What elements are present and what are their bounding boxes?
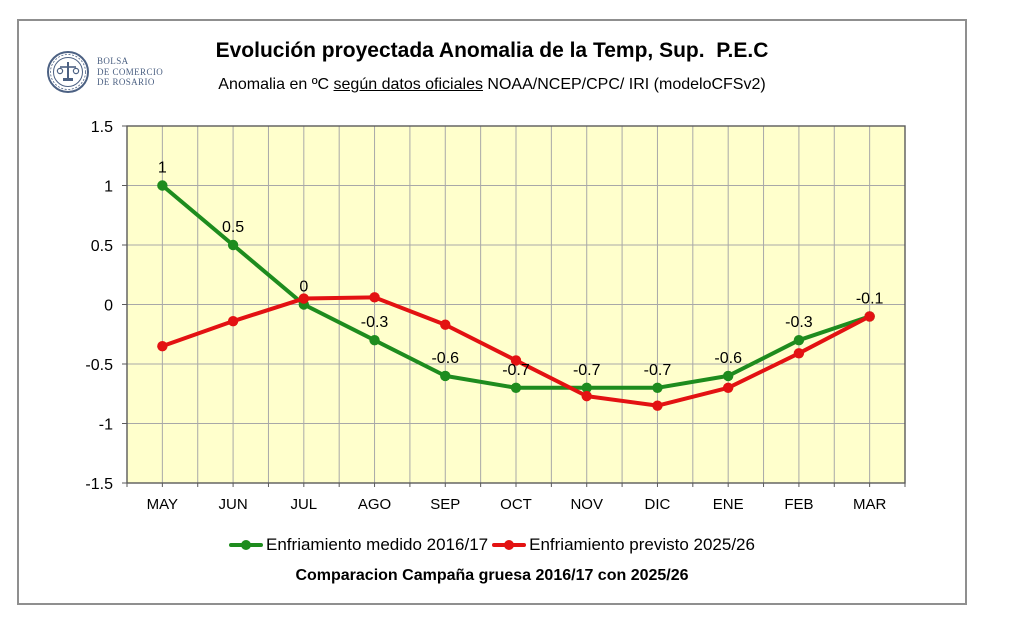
y-tick-label: 1	[104, 179, 113, 196]
data-label: -0.3	[361, 314, 389, 331]
chart-legend: Enfriamiento medido 2016/17 Enfriamiento…	[19, 535, 965, 555]
plot-border	[126, 125, 906, 484]
data-label: 0	[299, 279, 308, 296]
legend-item-medido: Enfriamiento medido 2016/17	[229, 535, 488, 555]
legend-key-medido-icon	[229, 539, 264, 551]
y-tick-label: 1.5	[91, 119, 113, 136]
data-point-marker	[510, 382, 522, 393]
data-label: -0.6	[431, 350, 459, 367]
chart-caption: Comparacion Campaña gruesa 2016/17 con 2…	[295, 567, 689, 584]
x-tick-label: JUN	[219, 496, 248, 513]
y-tick-label: 0	[104, 298, 113, 315]
bcr-logo-line-2: DE COMERCIO	[97, 66, 164, 77]
data-label: -0.1	[856, 290, 884, 307]
legend-key-previsto-icon	[492, 539, 527, 551]
x-tick-label: DIC	[645, 496, 671, 513]
data-point-marker	[369, 335, 380, 346]
x-tick-label: MAY	[147, 496, 178, 513]
chart-title: Evolución proyectada Anomalia de la Temp…	[215, 39, 769, 62]
chart-svg: 1.5 1 0.5 0 -0.5 -1 -1.5 MAY JUN JUL AGO SEP OCT NOV D…	[85, 119, 906, 513]
x-tick-label: JUL	[290, 496, 317, 513]
bcr-seal-icon	[47, 51, 89, 93]
x-tick-label: AGO	[358, 496, 391, 513]
data-point-marker	[369, 292, 380, 303]
data-label: -0.7	[573, 362, 601, 379]
x-tick-label: ENE	[713, 496, 744, 513]
data-point-marker	[652, 382, 663, 393]
data-point-marker	[722, 382, 734, 393]
data-point-marker	[581, 382, 592, 393]
bcr-logo-text: BOLSA DE COMERCIO DE ROSARIO	[97, 56, 163, 88]
legend-item-previsto: Enfriamiento previsto 2025/26	[492, 535, 755, 555]
y-tick-label: 0.5	[91, 238, 113, 255]
data-point-marker	[227, 239, 239, 251]
bcr-logo-line-1: BOLSA	[97, 56, 129, 67]
x-tick-label: FEB	[784, 496, 813, 513]
y-tick-label: -1.5	[85, 476, 113, 493]
data-point-marker	[510, 355, 522, 366]
data-point-marker	[227, 315, 239, 327]
data-point-marker	[440, 370, 451, 382]
subtitle-underlined: según datos oficiales	[333, 76, 483, 93]
data-point-marker	[298, 293, 310, 304]
data-point-marker	[581, 390, 592, 402]
data-point-marker	[157, 180, 168, 191]
legend-label-medido: Enfriamiento medido 2016/17	[266, 535, 489, 554]
data-point-marker	[793, 335, 805, 346]
data-label: -0.3	[785, 314, 813, 331]
x-tick-label: OCT	[500, 496, 532, 513]
legend-label-previsto: Enfriamiento previsto 2025/26	[529, 535, 755, 554]
data-label: -0.7	[644, 362, 672, 379]
data-label: -0.7	[502, 362, 530, 379]
x-tick-label: NOV	[570, 496, 603, 513]
data-point-marker	[440, 319, 451, 330]
data-point-marker	[722, 370, 734, 382]
data-label: 1	[158, 160, 167, 177]
bcr-logo: BOLSA DE COMERCIO DE ROSARIO	[45, 49, 163, 95]
bcr-logo-line-3: DE ROSARIO	[97, 77, 155, 88]
data-label: 0.5	[222, 219, 244, 236]
data-point-marker	[864, 311, 875, 322]
chart-subtitle: Anomalia en ºC según datos oficiales NOA…	[19, 76, 965, 94]
x-tick-label: SEP	[430, 496, 460, 513]
data-point-marker	[652, 400, 663, 411]
data-point-marker	[157, 340, 168, 352]
data-point-marker	[793, 348, 805, 359]
x-tick-label: MAR	[853, 496, 887, 513]
y-tick-label: -1	[99, 417, 113, 434]
data-label: -0.6	[714, 350, 742, 367]
subtitle-prefix: Anomalia en ºC	[218, 76, 334, 93]
y-tick-label: -0.5	[85, 357, 113, 374]
subtitle-suffix: NOAA/NCEP/CPC/ IRI (modeloCFSv2)	[482, 76, 766, 93]
chart-panel: 1.5 1 0.5 0 -0.5 -1 -1.5 MAY JUN JUL AGO SEP OCT NOV D…	[17, 19, 967, 605]
